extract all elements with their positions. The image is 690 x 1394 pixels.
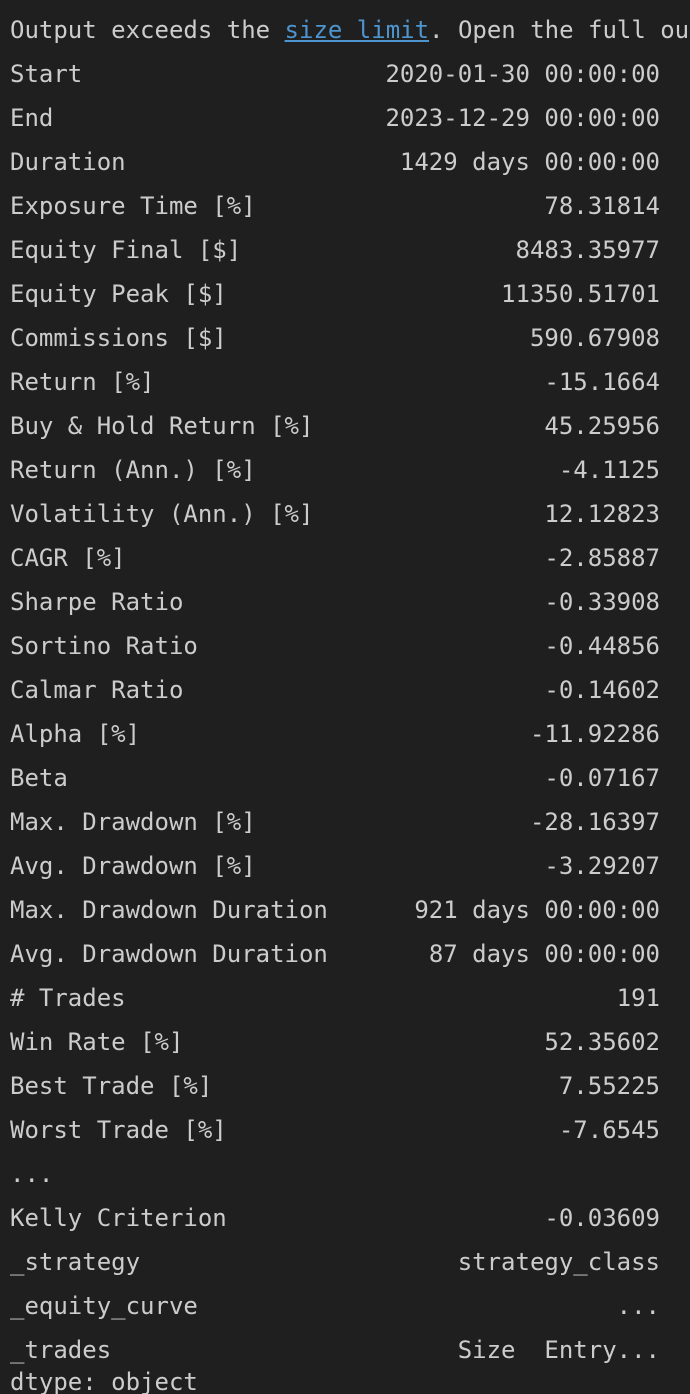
stats-table: Start 2020-01-30 00:00:00 End 2023-12-29 00…	[10, 58, 660, 1378]
stats-row: Beta -0.07167	[10, 762, 660, 806]
stat-value: 11350.51701	[501, 280, 660, 308]
stat-key: ...	[10, 1160, 54, 1188]
stats-row: Alpha [%] -11.92286	[10, 718, 660, 762]
stat-key: Avg. Drawdown [%]	[10, 852, 256, 880]
stat-key: Commissions [$]	[10, 324, 227, 352]
stat-key: Max. Drawdown Duration	[10, 896, 328, 924]
stat-value: 191	[616, 984, 660, 1012]
stat-value: 2020-01-30 00:00:00	[385, 60, 660, 88]
stat-key: # Trades	[10, 984, 126, 1012]
stat-value: strategy_class	[457, 1248, 660, 1276]
notice-suffix: . Open the full ou	[429, 16, 690, 44]
stats-row: Return [%] -15.1664	[10, 366, 660, 410]
stat-value: -0.03609	[544, 1204, 660, 1232]
stats-row: _strategy strategy_class	[10, 1246, 660, 1290]
stat-value: 590.67908	[529, 324, 660, 352]
stat-value: -0.07167	[544, 764, 660, 792]
stats-row: Max. Drawdown [%] -28.16397	[10, 806, 660, 850]
stat-key: Return [%]	[10, 368, 155, 396]
stat-key: Kelly Criterion	[10, 1204, 227, 1232]
stat-key: CAGR [%]	[10, 544, 126, 572]
stat-value: 2023-12-29 00:00:00	[385, 104, 660, 132]
stat-value: -11.92286	[529, 720, 660, 748]
notice-prefix: Output exceeds the	[10, 16, 285, 44]
stat-key: _strategy	[10, 1248, 141, 1276]
stat-key: Sortino Ratio	[10, 632, 198, 660]
stat-key: Equity Final [$]	[10, 236, 242, 264]
stat-key: Best Trade [%]	[10, 1072, 213, 1100]
stat-value: 7.55225	[558, 1072, 660, 1100]
stat-value: -4.1125	[558, 456, 660, 484]
stats-row: CAGR [%] -2.85887	[10, 542, 660, 586]
stats-row: Best Trade [%] 7.55225	[10, 1070, 660, 1114]
stats-row: Kelly Criterion -0.03609	[10, 1202, 660, 1246]
output-truncated-notice: Output exceeds the size limit. Open the …	[10, 14, 690, 46]
stats-row: Worst Trade [%] -7.6545	[10, 1114, 660, 1158]
stat-value: -2.85887	[544, 544, 660, 572]
stat-key: Sharpe Ratio	[10, 588, 184, 616]
stat-key: Win Rate [%]	[10, 1028, 184, 1056]
stats-row: Sortino Ratio -0.44856	[10, 630, 660, 674]
stats-row: End 2023-12-29 00:00:00	[10, 102, 660, 146]
stats-row: Max. Drawdown Duration 921 days 00:00:00	[10, 894, 660, 938]
stats-row: Commissions [$] 590.67908	[10, 322, 660, 366]
dtype-line: dtype: object	[10, 1368, 198, 1394]
stat-value: ...	[616, 1292, 660, 1320]
stat-key: Alpha [%]	[10, 720, 141, 748]
stat-key: Avg. Drawdown Duration	[10, 940, 328, 968]
stat-value: -3.29207	[544, 852, 660, 880]
stat-value: -15.1664	[544, 368, 660, 396]
stats-row: Sharpe Ratio -0.33908	[10, 586, 660, 630]
stat-value: 87 days 00:00:00	[428, 940, 660, 968]
stats-row: Volatility (Ann.) [%] 12.12823	[10, 498, 660, 542]
stat-key: Calmar Ratio	[10, 676, 184, 704]
stats-row: Avg. Drawdown [%] -3.29207	[10, 850, 660, 894]
stat-key: Equity Peak [$]	[10, 280, 227, 308]
stats-row: Win Rate [%] 52.35602	[10, 1026, 660, 1070]
stat-value: 921 days 00:00:00	[414, 896, 660, 924]
stat-value: 8483.35977	[515, 236, 661, 264]
stats-row: Avg. Drawdown Duration 87 days 00:00:00	[10, 938, 660, 982]
stats-row: Calmar Ratio -0.14602	[10, 674, 660, 718]
stat-key: Return (Ann.) [%]	[10, 456, 256, 484]
stat-value: -0.44856	[544, 632, 660, 660]
stats-row: Equity Peak [$] 11350.51701	[10, 278, 660, 322]
stat-value: 1429 days 00:00:00	[399, 148, 660, 176]
stat-key: End	[10, 104, 54, 132]
stat-key: Duration	[10, 148, 126, 176]
stat-value: 12.12823	[544, 500, 660, 528]
stats-row: # Trades 191	[10, 982, 660, 1026]
stats-row: Return (Ann.) [%] -4.1125	[10, 454, 660, 498]
stats-row: Buy & Hold Return [%] 45.25956	[10, 410, 660, 454]
stat-value: 52.35602	[544, 1028, 660, 1056]
stats-row: Start 2020-01-30 00:00:00	[10, 58, 660, 102]
stat-value: -0.14602	[544, 676, 660, 704]
stat-key: _trades	[10, 1336, 112, 1364]
stat-key: Start	[10, 60, 83, 88]
stats-row: ...	[10, 1158, 660, 1202]
size-limit-link[interactable]: size limit	[284, 16, 430, 44]
stat-key: Exposure Time [%]	[10, 192, 256, 220]
stat-value: -7.6545	[558, 1116, 660, 1144]
stat-value: 78.31814	[544, 192, 660, 220]
stat-key: Beta	[10, 764, 68, 792]
stats-row: Duration 1429 days 00:00:00	[10, 146, 660, 190]
stats-row: _trades Size Entry...	[10, 1334, 660, 1378]
stat-key: Buy & Hold Return [%]	[10, 412, 314, 440]
stats-row: Exposure Time [%] 78.31814	[10, 190, 660, 234]
stat-value: Size Entry...	[457, 1336, 660, 1364]
stat-value: -28.16397	[529, 808, 660, 836]
stats-row: _equity_curve...	[10, 1290, 660, 1334]
stat-key: Volatility (Ann.) [%]	[10, 500, 314, 528]
stat-value: 45.25956	[544, 412, 660, 440]
stat-key: Max. Drawdown [%]	[10, 808, 256, 836]
stat-value: -0.33908	[544, 588, 660, 616]
stat-key: Worst Trade [%]	[10, 1116, 227, 1144]
stats-row: Equity Final [$] 8483.35977	[10, 234, 660, 278]
stat-key: _equity_curve	[10, 1292, 198, 1320]
